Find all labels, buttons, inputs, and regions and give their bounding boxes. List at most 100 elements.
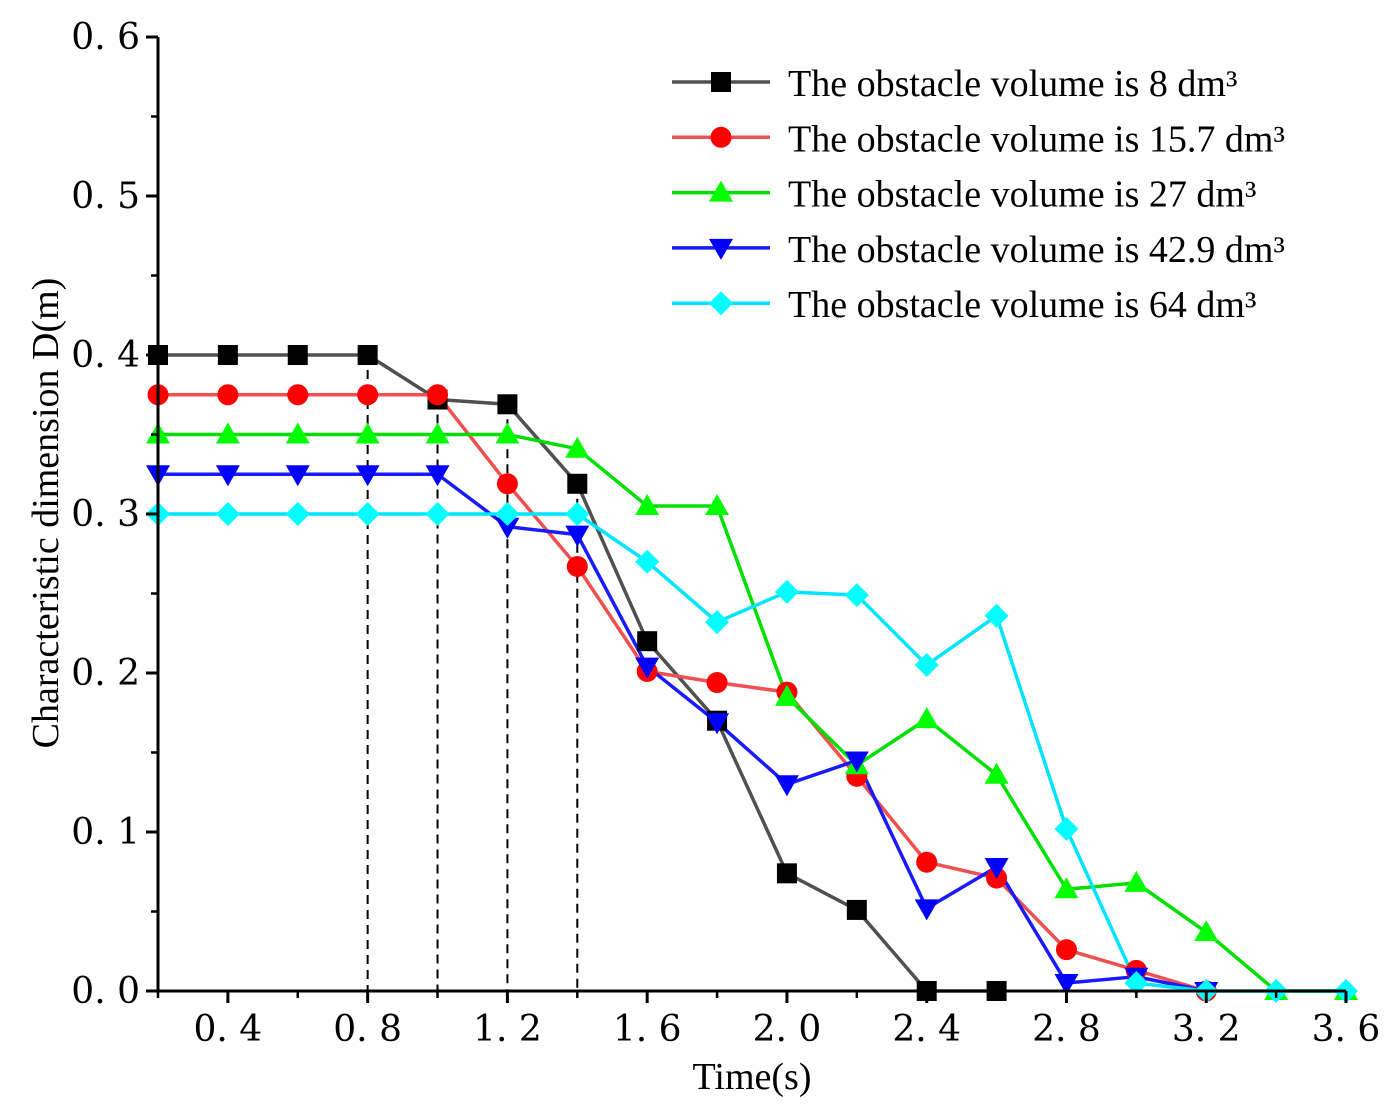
data-point — [357, 384, 379, 406]
data-point — [1055, 939, 1077, 961]
legend-item-4: The obstacle volume is 42.9 dm³ — [672, 229, 1285, 271]
data-point — [566, 555, 588, 577]
data-point — [984, 857, 1009, 879]
x-tick-label: 2. 4 — [892, 1009, 961, 1050]
x-tick-label: 3. 2 — [1172, 1009, 1241, 1050]
legend-label: The obstacle volume is 15.7 dm³ — [788, 118, 1285, 160]
data-point — [914, 899, 939, 921]
data-point — [425, 422, 450, 444]
x-tick-label: 0. 8 — [333, 1009, 402, 1050]
y-tick-label: 0. 6 — [71, 17, 140, 58]
data-point — [285, 502, 310, 526]
x-tick-label: 0. 4 — [194, 1009, 263, 1050]
data-point — [984, 762, 1009, 784]
legend-item-3: The obstacle volume is 27 dm³ — [672, 174, 1256, 216]
y-tick-label: 0. 4 — [71, 335, 140, 376]
data-point — [706, 672, 728, 694]
y-tick-label: 0. 3 — [71, 494, 140, 535]
data-point — [844, 583, 869, 608]
x-tick-label: 1. 2 — [473, 1009, 542, 1050]
series-line-4 — [158, 472, 1207, 993]
series-line-3 — [158, 432, 1346, 993]
data-point — [1194, 920, 1219, 942]
data-point — [1054, 816, 1079, 841]
axes: 0. 0 0. 1 0. 2 0. 3 0. 4 0. 5 0. 6 0. 4 0. 8 1. 2… — [71, 17, 1380, 1050]
data-point — [565, 436, 590, 458]
data-point — [914, 707, 939, 729]
y-tick-label: 0. 0 — [71, 971, 140, 1012]
series-markers — [146, 345, 1358, 1003]
data-point — [495, 517, 520, 539]
x-axis-title: Time(s) — [693, 1056, 812, 1098]
data-point — [287, 384, 309, 406]
data-point — [217, 345, 238, 365]
legend-label: The obstacle volume is 64 dm³ — [788, 284, 1256, 326]
data-point — [285, 465, 310, 487]
legend-marker — [710, 126, 732, 148]
data-point — [495, 422, 520, 444]
data-point — [425, 465, 450, 487]
y-tick-label: 0. 2 — [71, 653, 140, 694]
data-point — [495, 502, 520, 526]
data-point — [355, 502, 380, 526]
data-point — [565, 502, 590, 526]
data-point — [705, 713, 730, 735]
data-point — [635, 549, 660, 574]
legend-label: The obstacle volume is 8 dm³ — [788, 63, 1237, 105]
legend-label: The obstacle volume is 27 dm³ — [788, 174, 1256, 216]
data-point — [844, 751, 869, 773]
x-tick-label: 3. 6 — [1312, 1009, 1381, 1050]
data-point — [635, 494, 660, 516]
legend-item-1: The obstacle volume is 8 dm³ — [672, 63, 1237, 105]
data-point — [1124, 971, 1149, 996]
data-point — [425, 502, 450, 526]
y-tick-label: 0. 5 — [71, 176, 140, 217]
data-point — [217, 384, 239, 406]
data-point — [637, 631, 658, 652]
series-line-2 — [158, 393, 1207, 993]
data-point — [916, 851, 938, 873]
data-point — [774, 775, 799, 797]
data-point — [984, 603, 1009, 628]
x-tick-label: 1. 6 — [613, 1009, 682, 1050]
data-point — [357, 345, 378, 365]
legend-marker — [709, 180, 733, 202]
data-point — [914, 653, 939, 678]
legend-item-5: The obstacle volume is 64 dm³ — [672, 284, 1256, 326]
x-tick-label: 2. 0 — [753, 1009, 822, 1050]
legend-marker — [709, 238, 733, 260]
legend-marker — [711, 72, 731, 92]
data-point — [287, 345, 308, 365]
data-point — [355, 422, 380, 444]
data-point — [705, 610, 730, 635]
data-point — [497, 394, 518, 415]
y-tick-label: 0. 1 — [71, 812, 140, 853]
data-point — [215, 422, 240, 444]
data-point — [705, 494, 730, 516]
series-5-points — [146, 502, 1358, 1003]
data-point — [1054, 877, 1079, 899]
data-point — [846, 899, 867, 920]
data-point — [776, 863, 797, 884]
data-point — [774, 579, 799, 604]
legend: The obstacle volume is 8 dm³ The obstacle… — [672, 63, 1285, 326]
data-point — [635, 657, 660, 679]
legend-marker — [709, 291, 733, 316]
data-point — [565, 525, 590, 547]
data-point — [496, 473, 518, 495]
data-point — [1124, 870, 1149, 892]
data-point — [215, 502, 240, 526]
data-point — [567, 473, 588, 494]
data-point — [774, 684, 799, 706]
data-point — [427, 384, 449, 406]
legend-label: The obstacle volume is 42.9 dm³ — [788, 229, 1285, 271]
y-axis-title: Characteristic dimension D(m) — [25, 278, 67, 749]
x-tick-label: 2. 8 — [1032, 1009, 1101, 1050]
data-point — [355, 465, 380, 487]
data-point — [285, 422, 310, 444]
data-point — [1054, 974, 1079, 996]
data-point — [215, 465, 240, 487]
legend-item-2: The obstacle volume is 15.7 dm³ — [672, 118, 1285, 160]
